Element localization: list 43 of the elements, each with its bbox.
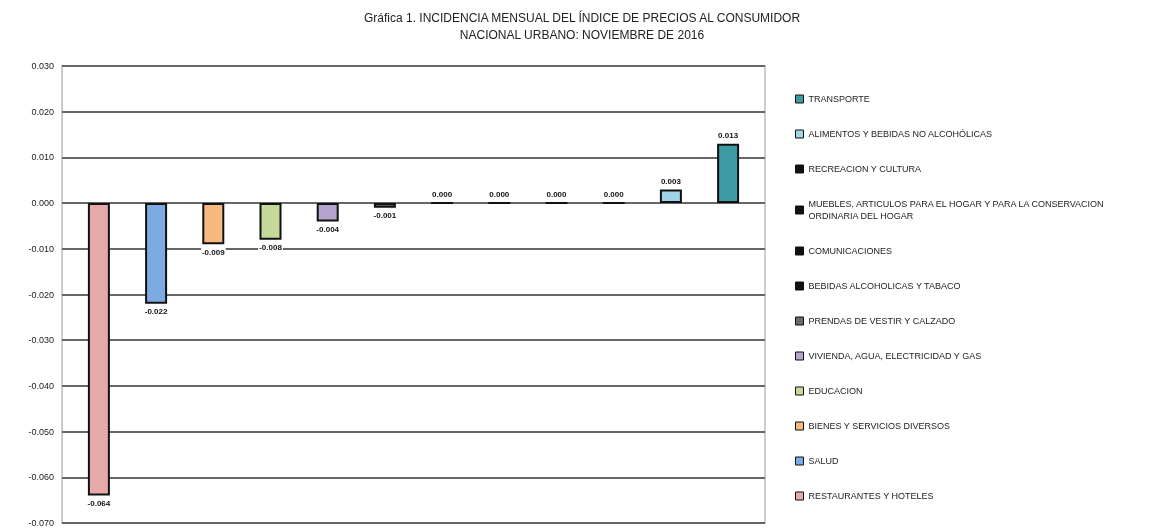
data-label: -0.064: [87, 499, 111, 509]
y-tick-label: 0.020: [31, 106, 54, 117]
legend-label: TRANSPORTE: [808, 94, 870, 104]
legend-label: COMUNICACIONES: [808, 246, 893, 256]
legend-label: BIENES Y SERVICIOS DIVERSOS: [808, 421, 951, 431]
y-tick-label: 0.030: [31, 61, 54, 71]
bar: [659, 189, 682, 204]
data-label: 0.000: [603, 189, 625, 199]
data-label: -0.022: [144, 307, 168, 317]
data-label: 0.013: [718, 131, 739, 141]
data-label: 0.003: [660, 176, 682, 186]
legend-label: RECREACION Y CULTURA: [808, 164, 922, 174]
data-label: -0.008: [259, 243, 283, 253]
data-label: -0.009: [201, 247, 226, 257]
bar: [717, 143, 740, 204]
legend-label: PRENDAS DE VESTIR Y CALZADO: [808, 316, 956, 326]
legend-label: BEBIDAS ALCOHOLICAS Y TABACO: [808, 281, 961, 291]
chart-title: Gráfica 1. INCIDENCIA MENSUAL DEL ÍNDICE DE PRECIOS AL CONSUMIDOR NACIONAL URBANO: NOVIEMBRE DE 2016: [363, 9, 801, 42]
legend-label: ALIMENTOS Y BEBIDAS NO ALCOHÓLICAS: [808, 129, 993, 139]
legend-label: RESTAURANTES Y HOTELES: [808, 491, 934, 501]
y-tick-label: -0.050: [28, 426, 54, 437]
y-tick-label: -0.070: [28, 518, 54, 528]
data-label: 0.000: [546, 189, 568, 199]
legend-label: VIVIENDA, AGUA, ELECTRICIDAD Y GAS: [808, 351, 982, 361]
bar: [316, 203, 339, 222]
bar: [87, 203, 110, 496]
y-tick-label: -0.020: [28, 289, 54, 300]
data-label: -0.001: [373, 211, 397, 221]
bar: [259, 203, 282, 240]
y-tick-label: -0.030: [28, 335, 54, 346]
y-tick-label: -0.060: [28, 472, 54, 483]
legend-label: MUEBLES, ARTICULOS PARA EL HOGAR Y PARA LA CONSERVACION ORDINARIA DEL HOGAR: [808, 199, 1107, 221]
data-label: 0.000: [432, 189, 453, 199]
data-label: -0.004: [316, 224, 340, 234]
data-label: 0.000: [489, 189, 510, 199]
legend-label: EDUCACION: [808, 386, 863, 396]
y-tick-label: 0.000: [31, 198, 54, 209]
bar: [145, 203, 168, 304]
bar: [202, 203, 225, 245]
y-tick-label: -0.010: [28, 243, 54, 254]
y-tick-label: -0.040: [28, 380, 54, 391]
legend-label: SALUD: [808, 456, 840, 466]
y-tick-label: 0.010: [31, 152, 54, 163]
